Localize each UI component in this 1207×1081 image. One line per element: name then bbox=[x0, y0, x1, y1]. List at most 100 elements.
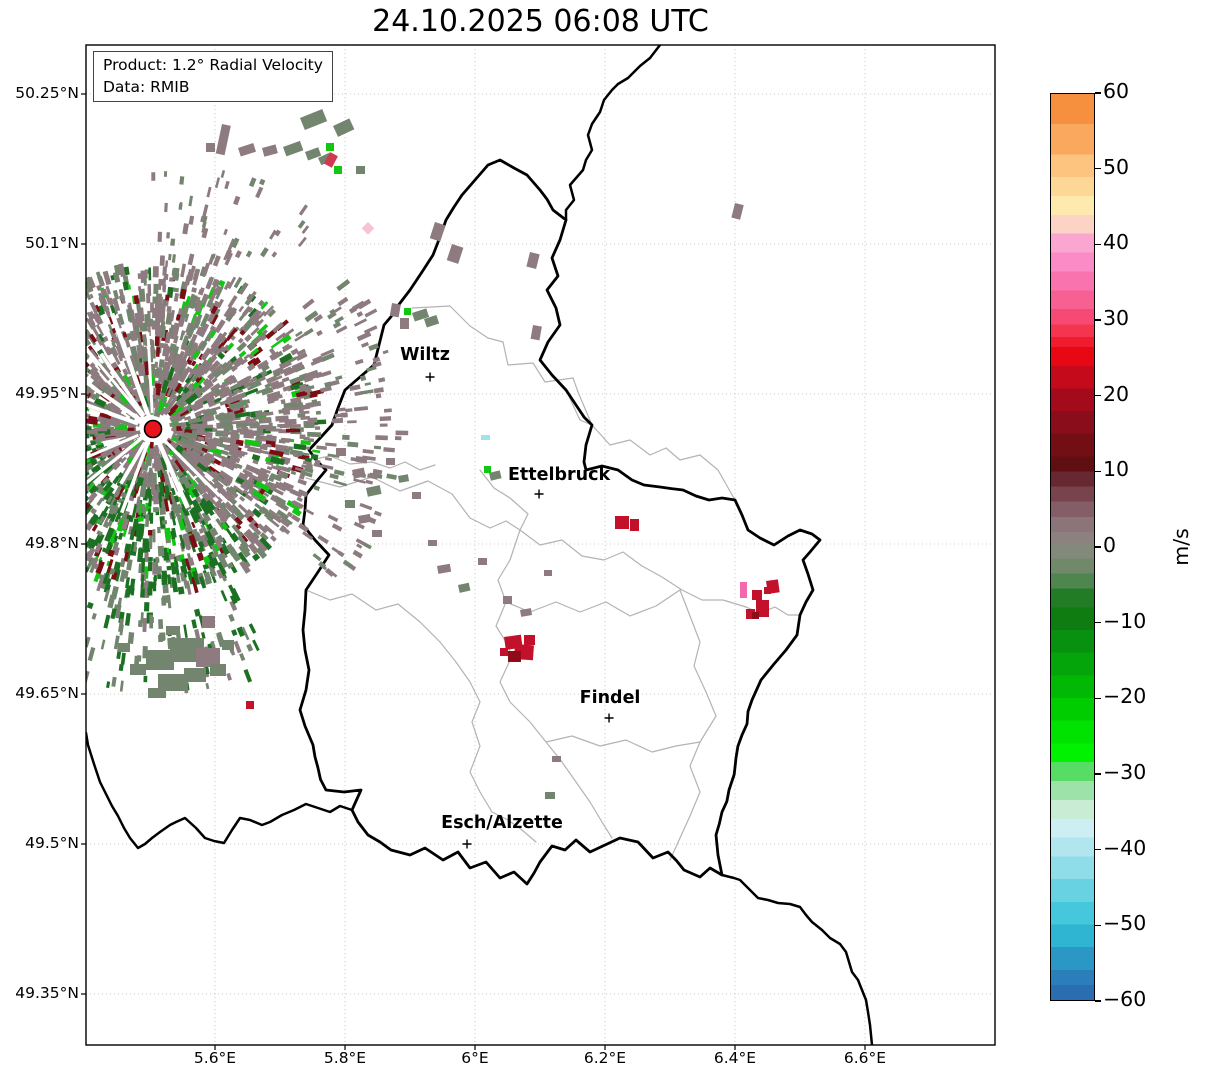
y-tick-label: 50.1°N bbox=[25, 234, 79, 252]
radar-echo-speckle bbox=[162, 278, 167, 291]
radar-echo-speckle bbox=[329, 308, 336, 315]
district-border-line bbox=[545, 735, 701, 753]
radar-echo-speckle bbox=[66, 500, 77, 511]
radar-echo-speckle bbox=[10, 475, 21, 483]
radar-echo-speckle bbox=[220, 589, 228, 602]
radar-echo-speckle bbox=[354, 391, 362, 396]
radar-echo-speckle bbox=[222, 461, 235, 471]
radar-echo-speckle bbox=[86, 380, 92, 392]
radar-echo-speckle bbox=[74, 500, 83, 509]
radar-echo-speckle bbox=[93, 313, 104, 326]
radar-echo-speckle bbox=[23, 355, 36, 364]
radar-echo-speckle bbox=[248, 537, 255, 545]
radar-echo-speckle bbox=[103, 486, 115, 501]
y-tick-label: 49.65°N bbox=[15, 684, 79, 702]
radar-echo-speckle bbox=[1, 446, 7, 450]
radar-echo-speckle bbox=[271, 482, 287, 492]
radar-echo-speckle bbox=[86, 457, 88, 467]
radar-echo-speckle bbox=[187, 253, 195, 266]
radar-echo-speckle bbox=[180, 425, 186, 429]
radar-echo-speckle bbox=[55, 360, 68, 371]
radar-echo-patch bbox=[148, 688, 166, 698]
radar-echo-patch bbox=[184, 668, 206, 682]
radar-echo-speckle bbox=[72, 455, 77, 460]
radar-echo-speckle bbox=[73, 524, 79, 531]
colorbar-tick-mark bbox=[1095, 92, 1101, 94]
radar-echo-speckle bbox=[55, 412, 64, 417]
radar-echo-speckle bbox=[225, 490, 233, 497]
radar-echo-speckle bbox=[102, 270, 112, 286]
radar-echo-speckle bbox=[15, 504, 27, 513]
radar-echo-speckle bbox=[17, 411, 26, 415]
radar-echo-speckle bbox=[22, 350, 28, 356]
radar-echo-speckle bbox=[46, 594, 54, 604]
radar-echo-speckle bbox=[44, 356, 51, 363]
radar-echo-speckle bbox=[76, 343, 82, 350]
radar-echo-speckle bbox=[251, 309, 261, 320]
radar-echo-speckle bbox=[248, 379, 261, 389]
radar-echo-speckle bbox=[111, 327, 117, 334]
radar-echo-speckle bbox=[198, 483, 208, 494]
radar-echo-speckle bbox=[75, 553, 84, 563]
radar-echo-speckle bbox=[114, 516, 120, 523]
radar-echo-speckle bbox=[355, 457, 368, 464]
radar-echo-speckle bbox=[118, 618, 124, 633]
radar-echo-speckle bbox=[68, 351, 79, 362]
radar-echo-speckle bbox=[55, 417, 64, 421]
radar-echo-speckle bbox=[66, 343, 77, 354]
colorbar-tick-label: 60 bbox=[1103, 79, 1130, 103]
colorbar-tick-label: 10 bbox=[1103, 457, 1130, 482]
radar-echo-speckle bbox=[8, 451, 17, 457]
radar-echo-speckle bbox=[201, 215, 208, 228]
radar-echo-speckle bbox=[153, 507, 159, 513]
radar-echo-speckle bbox=[298, 204, 308, 216]
radar-echo-speckle bbox=[207, 561, 217, 578]
radar-echo-speckle bbox=[77, 432, 82, 437]
radar-echo-speckle bbox=[86, 326, 91, 340]
colorbar-tick-mark bbox=[1095, 470, 1101, 473]
radar-echo-speckle bbox=[185, 449, 197, 460]
radar-echo-speckle bbox=[41, 470, 50, 478]
radar-echo-speckle bbox=[44, 649, 50, 657]
radar-echo-speckle bbox=[20, 600, 30, 613]
radar-echo-speckle bbox=[167, 366, 175, 381]
radar-echo-speckle bbox=[57, 371, 68, 379]
radar-echo-speckle bbox=[161, 519, 168, 525]
radar-echo-speckle bbox=[353, 478, 366, 484]
radar-echo-speckle bbox=[0, 455, 8, 461]
radar-echo-speckle bbox=[93, 427, 108, 432]
radar-echo-speckle bbox=[293, 443, 307, 451]
radar-echo-speckle bbox=[331, 418, 344, 424]
radar-echo-speckle bbox=[60, 307, 73, 322]
radar-echo-speckle bbox=[90, 507, 98, 515]
radar-echo-speckle bbox=[25, 459, 39, 467]
radar-echo-speckle bbox=[75, 514, 86, 525]
radar-echo-speckle bbox=[183, 491, 194, 506]
border-france-germany bbox=[720, 873, 874, 1045]
radar-echo-speckle bbox=[43, 481, 56, 490]
radar-echo-speckle bbox=[252, 333, 265, 345]
radar-echo-speckle bbox=[96, 530, 103, 537]
radar-echo-patch bbox=[345, 500, 355, 508]
radar-echo-speckle bbox=[62, 356, 72, 365]
radar-echo-speckle bbox=[258, 299, 265, 307]
radar-echo-speckle bbox=[75, 418, 85, 423]
radar-echo-speckle bbox=[228, 326, 237, 336]
radar-echo-speckle bbox=[67, 553, 76, 564]
radar-echo-speckle bbox=[70, 506, 78, 514]
radar-echo-speckle bbox=[86, 458, 92, 465]
radar-echo-speckle bbox=[29, 431, 41, 436]
radar-echo-speckle bbox=[241, 481, 249, 488]
radar-echo-speckle bbox=[223, 305, 235, 319]
radar-echo-speckle bbox=[60, 485, 70, 494]
radar-echo-speckle bbox=[19, 375, 30, 382]
radar-echo-speckle bbox=[164, 294, 170, 301]
radar-echo-speckle bbox=[91, 524, 99, 532]
radar-echo-speckle bbox=[372, 356, 381, 363]
radar-echo-speckle bbox=[63, 479, 75, 489]
radar-echo-speckle bbox=[73, 337, 85, 350]
radar-echo-speckle bbox=[46, 346, 58, 357]
radar-echo-speckle bbox=[19, 325, 26, 331]
radar-echo-speckle bbox=[210, 305, 218, 315]
radar-echo-speckle bbox=[28, 359, 37, 367]
